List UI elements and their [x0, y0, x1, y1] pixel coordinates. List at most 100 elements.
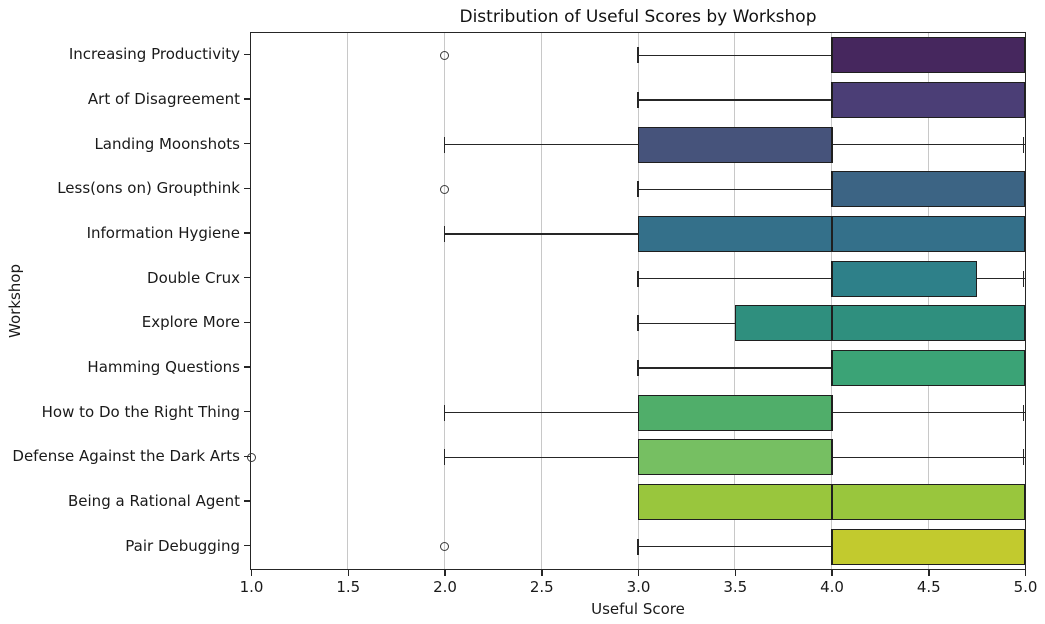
x-tick-label: 1.5: [336, 578, 361, 596]
median-line: [830, 216, 833, 252]
chart-title: Distribution of Useful Scores by Worksho…: [459, 7, 817, 27]
y-tick: [244, 366, 250, 368]
y-tick-label: Pair Debugging: [125, 536, 240, 555]
whisker-cap-high: [1022, 270, 1025, 287]
outlier-point: [440, 542, 449, 552]
x-tick-label: 4.5: [916, 578, 941, 596]
y-tick: [244, 276, 250, 279]
box: [638, 394, 832, 431]
whisker-low: [444, 233, 638, 235]
gridline: [637, 33, 639, 569]
whisker-cap-low: [637, 92, 639, 108]
plot-area: [246, 32, 1026, 570]
x-tick: [541, 570, 543, 576]
whisker-cap-low: [443, 136, 446, 153]
whisker-high: [831, 411, 1025, 414]
median-line: [830, 126, 833, 163]
whisker-low: [444, 456, 638, 459]
box: [831, 350, 1025, 386]
x-tick-label: 2.5: [529, 578, 554, 596]
whisker-high: [831, 456, 1025, 459]
median-line: [830, 82, 833, 118]
outlier-point: [440, 184, 449, 194]
median-line: [830, 350, 833, 386]
box: [831, 528, 1025, 565]
whisker-low: [638, 99, 832, 101]
whisker-cap-low: [637, 360, 639, 376]
x-axis-label: Useful Score: [591, 600, 685, 618]
whisker-cap-low: [443, 226, 446, 242]
whisker-cap-low: [637, 538, 639, 555]
outlier-point: [246, 452, 256, 462]
y-tick: [244, 142, 250, 145]
box: [831, 171, 1025, 208]
whisker-low: [444, 143, 638, 146]
box: [831, 37, 1025, 74]
box: [831, 82, 1025, 118]
x-tick-label: 5.0: [1013, 578, 1038, 596]
y-tick-label: How to Do the Right Thing: [41, 402, 240, 421]
whisker-high: [831, 143, 1025, 146]
y-tick: [244, 500, 250, 502]
gridline: [540, 33, 542, 569]
whisker-cap-low: [637, 47, 639, 64]
y-tick-label: Information Hygiene: [86, 224, 240, 242]
y-tick-label: Landing Moonshots: [94, 134, 240, 153]
x-tick: [347, 570, 349, 576]
x-tick: [1024, 570, 1027, 576]
gridline: [734, 33, 736, 569]
y-tick-label: Explore More: [141, 313, 240, 332]
x-tick: [734, 570, 736, 576]
median-line: [830, 528, 833, 565]
y-tick-label: Being a Rational Agent: [68, 492, 240, 510]
whisker-cap-high: [1022, 404, 1025, 421]
x-tick: [250, 570, 253, 576]
x-tick-label: 4.0: [820, 578, 844, 596]
y-tick: [244, 455, 250, 458]
whisker-cap-low: [637, 270, 639, 287]
x-tick: [444, 570, 446, 576]
y-tick: [244, 98, 250, 100]
y-tick: [244, 544, 250, 547]
y-tick: [244, 187, 250, 190]
y-tick-label: Double Crux: [147, 268, 240, 287]
whisker-cap-low: [637, 181, 639, 198]
whisker-low: [638, 367, 832, 369]
y-tick: [244, 410, 250, 413]
y-tick-label: Less(ons on) Groupthink: [57, 179, 240, 198]
median-line: [830, 305, 833, 342]
x-tick-label: 2.0: [433, 578, 457, 596]
median-line: [830, 439, 833, 476]
y-tick-label: Increasing Productivity: [68, 45, 240, 64]
whisker-cap-low: [637, 315, 639, 332]
x-tick: [831, 570, 833, 576]
gridline: [444, 33, 445, 569]
whisker-high: [976, 277, 1025, 280]
y-tick-label: Defense Against the Dark Arts: [12, 447, 240, 466]
x-tick-label: 1.0: [239, 578, 264, 596]
x-tick: [637, 570, 640, 576]
x-tick-label: 3.0: [626, 578, 651, 596]
x-tick: [928, 570, 930, 576]
whisker-low: [638, 54, 832, 57]
gridline: [927, 33, 929, 569]
box: [831, 260, 977, 297]
box: [734, 305, 1025, 342]
whisker-cap-high: [1022, 136, 1025, 153]
y-tick-label: Hamming Questions: [87, 358, 240, 376]
x-tick-label: 3.5: [723, 578, 748, 596]
whisker-cap-high: [1022, 449, 1025, 466]
whisker-low: [444, 411, 638, 414]
median-line: [830, 394, 833, 431]
gridline: [831, 33, 832, 569]
median-line: [830, 171, 833, 208]
whisker-low: [638, 277, 832, 280]
y-tick: [244, 53, 250, 56]
median-line: [830, 37, 833, 74]
gridline: [347, 33, 349, 569]
outlier-point: [440, 50, 449, 60]
y-tick-label: Art of Disagreement: [87, 90, 240, 108]
whisker-low: [638, 545, 832, 548]
y-tick: [244, 232, 250, 234]
